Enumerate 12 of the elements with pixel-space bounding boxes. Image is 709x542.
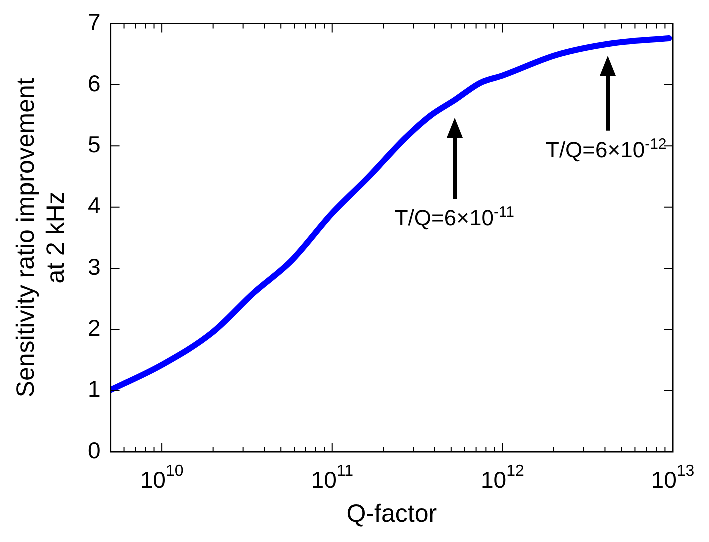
annotation: T/Q=6×10$^{-12}$ <box>546 136 667 162</box>
y-tick-label: 5 <box>88 131 101 158</box>
y-tick-label: 2 <box>88 315 101 341</box>
x-axis-title: Q-factor <box>346 500 438 528</box>
y-tick-label: 4 <box>88 192 101 219</box>
y-tick-label: 6 <box>88 70 101 96</box>
annotation: T/Q=6×10$^{-11}$ <box>394 204 515 231</box>
y-tick-label: 7 <box>88 9 101 36</box>
y-axis-title: Sensitivity ratio improvement at 2 kHz <box>12 78 70 398</box>
y-tick-label: 1 <box>88 376 101 402</box>
y-tick-label: 0 <box>88 437 101 464</box>
y-tick-label: 3 <box>88 254 101 280</box>
